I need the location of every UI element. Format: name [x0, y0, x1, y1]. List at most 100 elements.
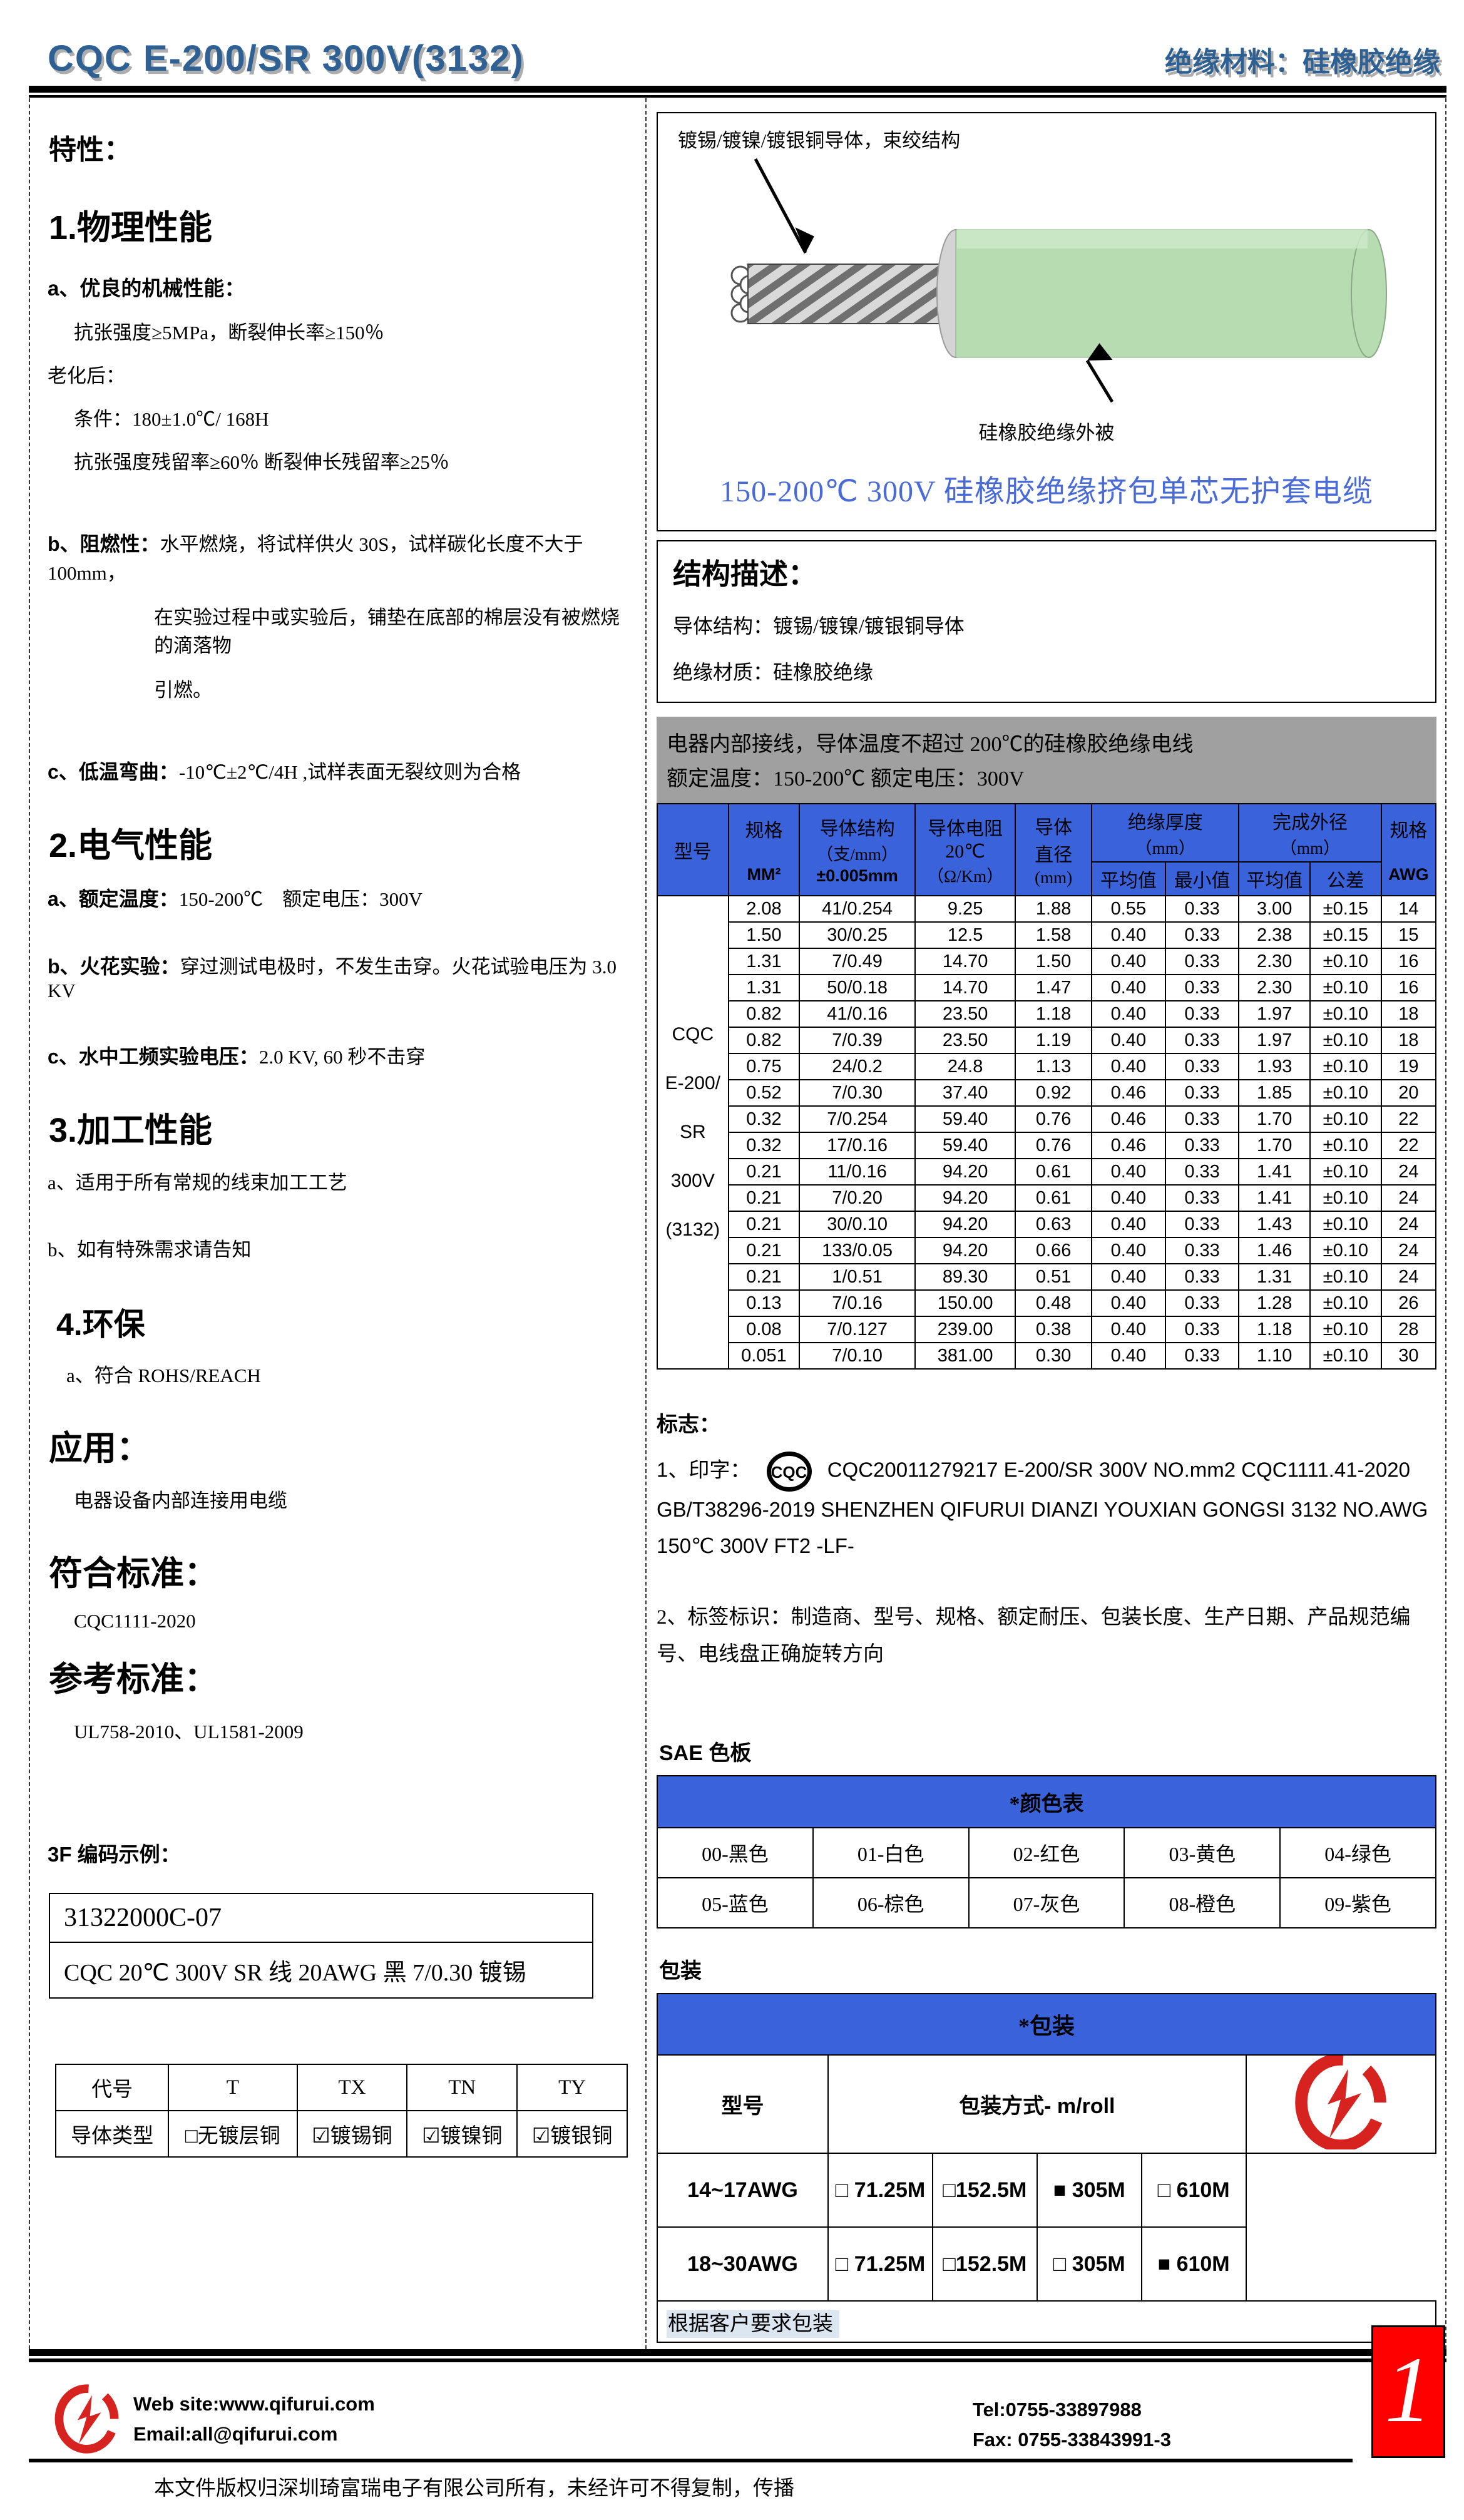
spec-cell: 23.50 [914, 1000, 1016, 1028]
spec-cell: 1.97 [1238, 1027, 1311, 1054]
packaging-method-col: 包装方式- m/roll [827, 2054, 1247, 2154]
spec-header-awg: 规格 AWG [1380, 803, 1437, 896]
sae-color-cell: 06-棕色 [812, 1877, 970, 1929]
packaging-option: □ 71.25M [827, 2153, 933, 2228]
page-title: CQC E-200/SR 300V(3132) [48, 38, 525, 79]
spec-cell: 1.41 [1238, 1158, 1311, 1186]
cable-product-title: 150-200℃ 300V 硅橡胶绝缘挤包单芯无护套电缆 [720, 475, 1373, 508]
spec-cell: ±0.10 [1309, 1263, 1382, 1291]
aging-residual: 抗张强度残留率≥60％ 断裂伸长残留率≥25％ [74, 451, 449, 473]
header-divider [29, 86, 1446, 98]
section1-a-title: a、优良的机械性能： [48, 277, 245, 300]
code-example-value: 31322000C-07 [50, 1894, 592, 1943]
spec-cell: 20 [1380, 1079, 1437, 1107]
conductor-option-tinned: ☑镀锡铜 [296, 2110, 408, 2158]
spec-cell: 2.30 [1238, 948, 1311, 975]
spec-cell: 0.33 [1164, 895, 1240, 923]
spec-cell: 0.33 [1164, 1342, 1240, 1370]
footer-tel: Tel:0755-33897988 [972, 2399, 1142, 2421]
spec-cell: 0.33 [1164, 1263, 1240, 1291]
spec-cell: 0.21 [727, 1184, 801, 1212]
spec-row: 0.82 7/0.39 23.50 1.19 0.40 0.33 1.97 ±0.10 18 [657, 1027, 1437, 1054]
spec-cell: 1.31 [727, 948, 801, 975]
packaging-note-cell: 根据客户要求包装 [657, 2300, 1436, 2343]
usage-box: 电器内部接线，导体温度不超过 200℃的硅橡胶绝缘电线 额定温度：150-200… [657, 717, 1436, 803]
spec-cell: 17/0.16 [799, 1132, 916, 1159]
application-line: 电器设备内部连接用电缆 [74, 1490, 287, 1512]
marking-print-prefix: 1、印字： [657, 1458, 751, 1482]
spec-cell: 24 [1380, 1263, 1437, 1291]
spec-cell: 0.92 [1015, 1079, 1093, 1107]
spec-row: 0.75 24/0.2 24.8 1.13 0.40 0.33 1.93 ±0.10 19 [657, 1053, 1437, 1080]
spec-cell: 1.18 [1238, 1316, 1311, 1343]
spec-header-od: 完成外径 （mm） [1238, 803, 1382, 863]
spec-cell: 30/0.10 [799, 1211, 916, 1238]
spec-cell: 150.00 [914, 1289, 1016, 1317]
conductor-header-cell: T [168, 2064, 298, 2111]
cable-illustration [730, 158, 1387, 403]
spec-cell: ±0.10 [1309, 1237, 1382, 1264]
spec-cell: ±0.15 [1309, 895, 1382, 923]
spec-cell: ±0.10 [1309, 1000, 1382, 1028]
packaging-rows: 14~17AWG □ 71.25M □152.5M ■ 305M □ 610M 18~30… [656, 2153, 1436, 2302]
spec-cell: 0.21 [727, 1237, 801, 1264]
spec-cell: 1.47 [1015, 974, 1093, 1001]
spec-cell: 19 [1380, 1053, 1437, 1080]
water-test-label: c、水中工频实验电压： [48, 1045, 259, 1068]
spec-cell: 0.33 [1164, 1000, 1240, 1028]
spec-cell: 133/0.05 [799, 1237, 916, 1264]
spec-cell: 0.76 [1015, 1105, 1093, 1133]
spec-cell: 0.40 [1091, 974, 1166, 1001]
process-b: b、如有特殊需求请告知 [48, 1239, 252, 1261]
sae-color-cell: 09-紫色 [1279, 1877, 1436, 1929]
spec-cell: ±0.10 [1309, 1342, 1382, 1370]
sae-color-cell: 08-橙色 [1124, 1877, 1281, 1929]
footer-copyright: 本文件版权归深圳琦富瑞电子有限公司所有，未经许可不得复制，传播 [154, 2477, 794, 2501]
spec-cell: 1.41 [1238, 1184, 1311, 1212]
spec-cell: 0.40 [1091, 948, 1166, 975]
spec-cell: 1.70 [1238, 1105, 1311, 1133]
spec-cell: 28 [1380, 1316, 1437, 1343]
spec-cell: 3.00 [1238, 895, 1311, 923]
spec-cell: 15 [1380, 921, 1437, 949]
sae-color-cell: 03-黄色 [1124, 1827, 1281, 1879]
spec-row: 0.21 30/0.10 94.20 0.63 0.40 0.33 1.43 ±0.10 24 [657, 1211, 1437, 1238]
sae-table-header: *颜色表 [657, 1775, 1436, 1829]
company-logo-cell [1245, 2053, 1437, 2154]
spec-cell: 2.38 [1238, 921, 1311, 949]
spec-cell: 1.31 [727, 974, 801, 1001]
spec-cell: 0.32 [727, 1105, 801, 1133]
code-example-desc: CQC 20℃ 300V SR 线 20AWG 黑 7/0.30 镀锡 [64, 1960, 526, 1986]
spec-cell: 7/0.127 [799, 1316, 916, 1343]
structure-insulation-line: 绝缘材质：硅橡胶绝缘 [673, 661, 874, 684]
spec-cell: 0.40 [1091, 1184, 1166, 1212]
reference-title: 参考标准： [49, 1661, 218, 1698]
packaging-option: □ 305M [1036, 2226, 1142, 2302]
spec-cell: ±0.10 [1309, 974, 1382, 1001]
packaging-table: *包装 型号 包装方式- m/roll 14~17AWG □ 71.25M □152… [656, 1993, 1437, 2343]
spec-cell: 381.00 [914, 1342, 1016, 1370]
section4-title: 4.环保 [56, 1307, 145, 1342]
spec-cell: 1.58 [1015, 921, 1093, 949]
spec-cell: 1.13 [1015, 1053, 1093, 1080]
spec-row: 0.21 11/0.16 94.20 0.61 0.40 0.33 1.41 ±0.10 24 [657, 1158, 1437, 1186]
spec-cell: 0.61 [1015, 1158, 1093, 1186]
conductor-header-cell: 代号 [54, 2064, 170, 2111]
spec-header-size: 规格 MM² [727, 803, 801, 896]
marking-print-text: CQC20011279217 E-200/SR 300V NO.mm2 CQC1… [657, 1458, 1428, 1557]
spec-cell: 0.82 [727, 1027, 801, 1054]
spec-cell: 0.21 [727, 1263, 801, 1291]
spec-row: 1.31 50/0.18 14.70 1.47 0.40 0.33 2.30 ±0.10 16 [657, 974, 1437, 1001]
section2-title: 2.电气性能 [49, 827, 213, 864]
code-example-box: 31322000C-07 CQC 20℃ 300V SR 线 20AWG 黑 7… [49, 1893, 593, 1999]
spec-cell: 7/0.20 [799, 1184, 916, 1212]
spec-cell: 1.85 [1238, 1079, 1311, 1107]
spec-cell: 22 [1380, 1132, 1437, 1159]
spec-cell: 0.46 [1091, 1105, 1166, 1133]
footer-fax: Fax: 0755-33843991-3 [972, 2429, 1171, 2451]
spec-row: 0.52 7/0.30 37.40 0.92 0.46 0.33 1.85 ±0.10 20 [657, 1079, 1437, 1107]
packaging-option: □ 71.25M [827, 2226, 933, 2302]
spec-cell: 0.40 [1091, 1053, 1166, 1080]
spec-cell: 94.20 [914, 1211, 1016, 1238]
conductor-callout-label: 镀锡/镀镍/镀银铜导体，束绞结构 [678, 130, 961, 151]
